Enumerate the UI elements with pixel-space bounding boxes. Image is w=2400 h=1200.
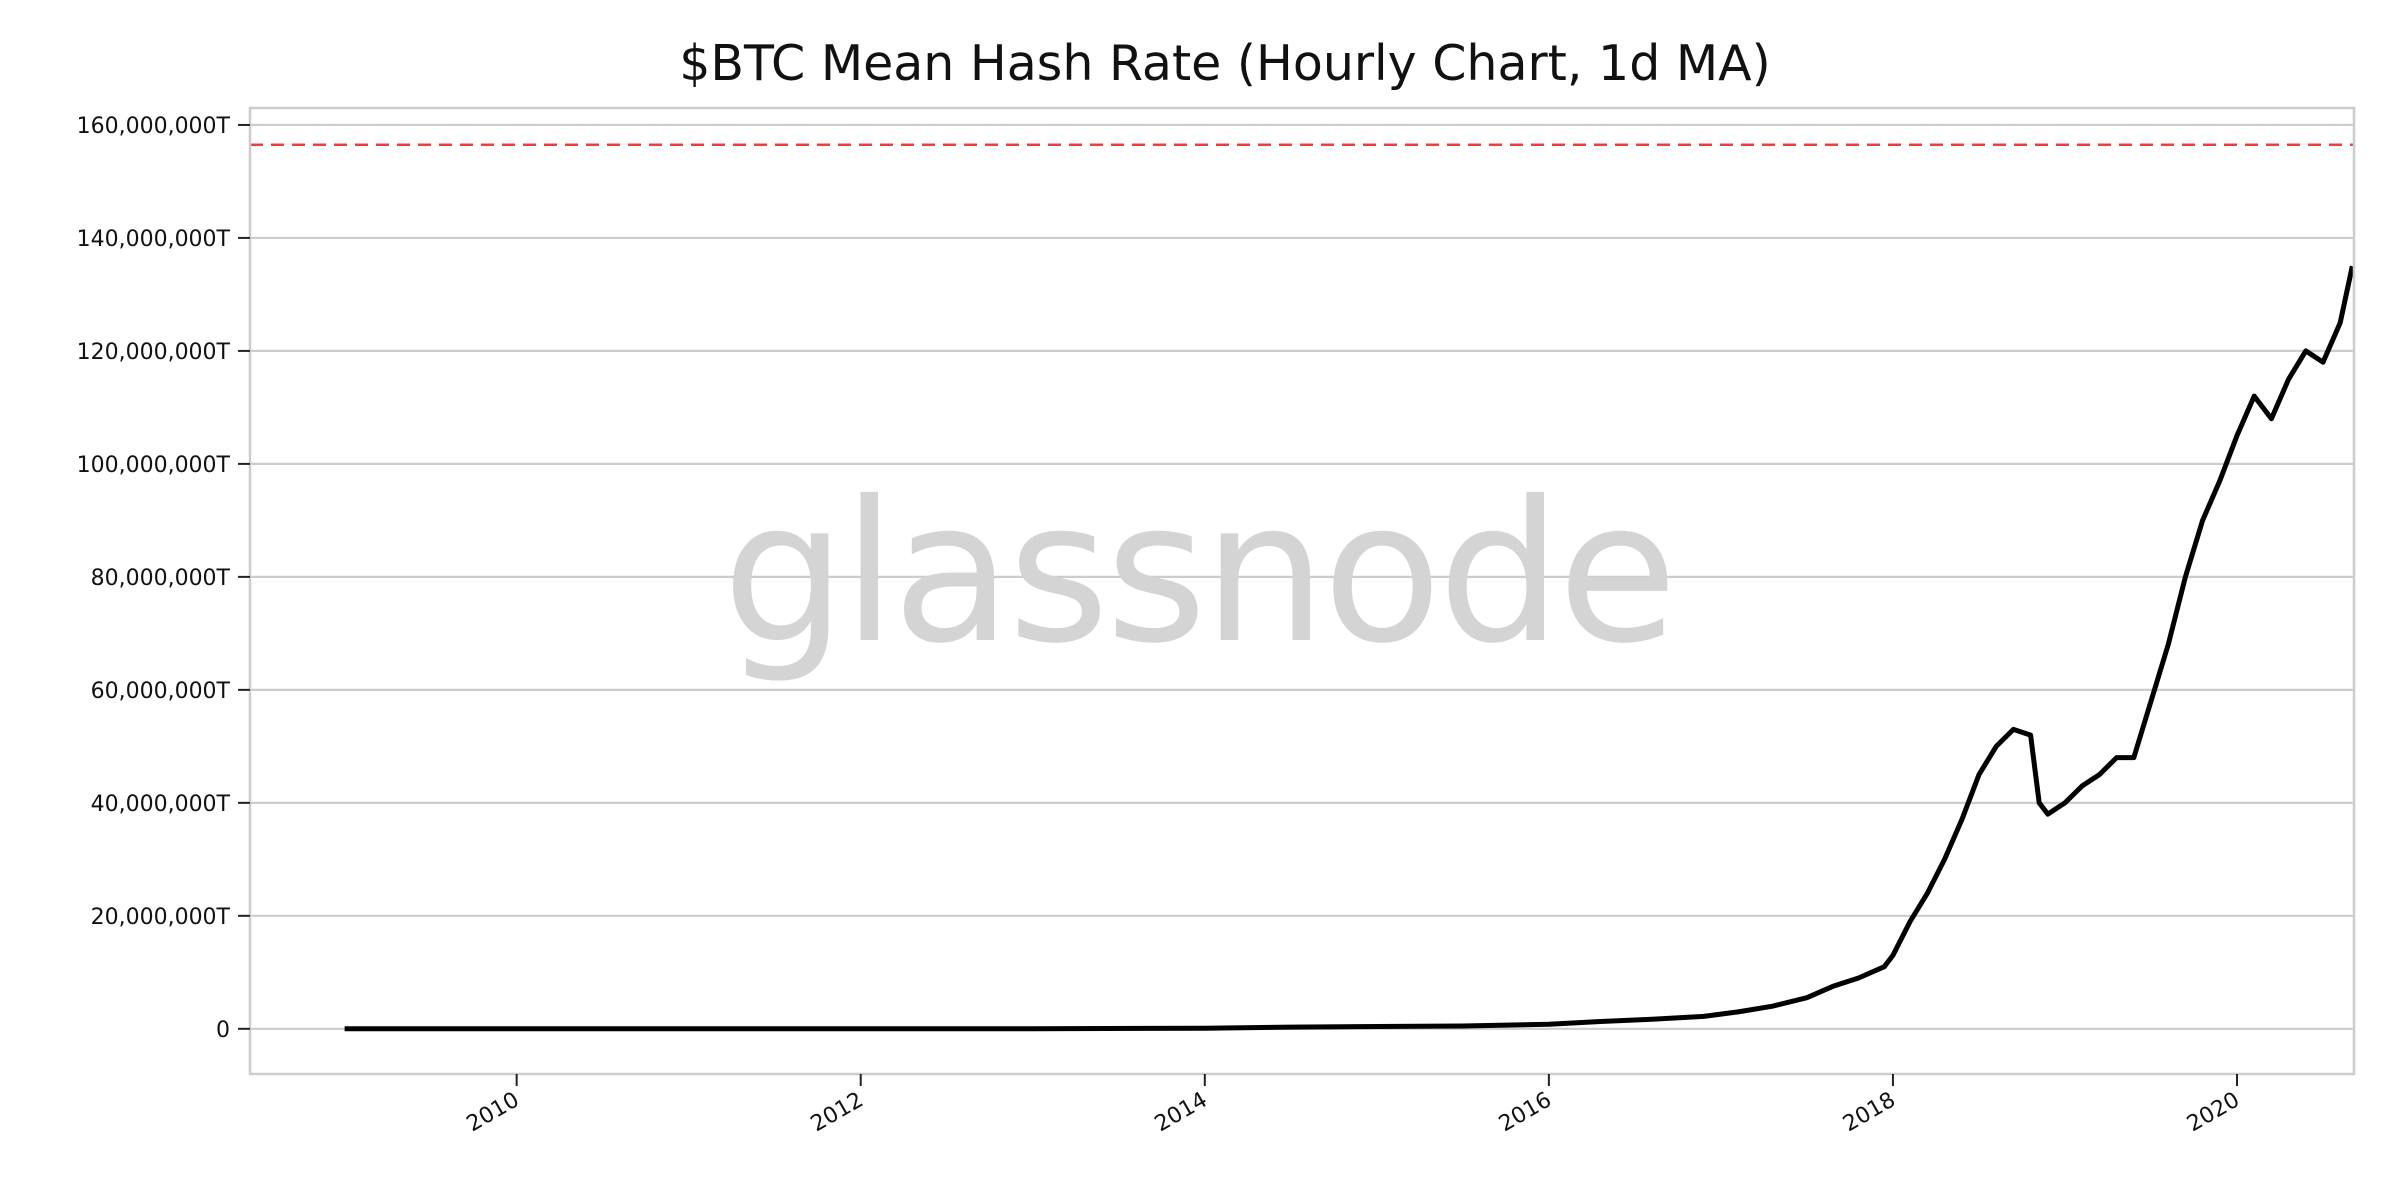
grid-lines	[250, 123, 2354, 1030]
series-layer	[344, 265, 2355, 1032]
glassnode-watermark: glassnode	[722, 459, 1673, 686]
y-tick-label: 140,000,000T	[77, 227, 231, 252]
x-tick-label: 2020	[2183, 1088, 2244, 1138]
x-tick-label: 2018	[1839, 1088, 1900, 1138]
plot-frame	[248, 106, 2356, 1076]
y-tick-label: 80,000,000T	[91, 566, 231, 591]
y-tick-label: 160,000,000T	[77, 114, 231, 139]
x-tick-label: 2016	[1495, 1088, 1556, 1138]
y-tick-label: 20,000,000T	[91, 905, 231, 930]
x-tick-label: 2014	[1151, 1088, 1212, 1138]
hash-rate-series-line	[344, 265, 2355, 1032]
y-tick-label: 40,000,000T	[91, 792, 231, 817]
y-tick-label: 60,000,000T	[91, 679, 231, 704]
chart-title: $BTC Mean Hash Rate (Hourly Chart, 1d MA…	[679, 35, 1771, 92]
y-tick-label: 0	[216, 1018, 230, 1043]
x-tick-label: 2010	[463, 1088, 524, 1138]
y-tick-label: 100,000,000T	[77, 453, 231, 478]
x-axis: 2010 2012 2014 2016 2018 2020	[463, 1074, 2244, 1137]
x-tick-label: 2012	[807, 1088, 868, 1138]
y-axis: 0 20,000,000T 40,000,000T 60,000,000T 80,000…	[77, 114, 250, 1043]
y-tick-label: 120,000,000T	[77, 340, 231, 365]
